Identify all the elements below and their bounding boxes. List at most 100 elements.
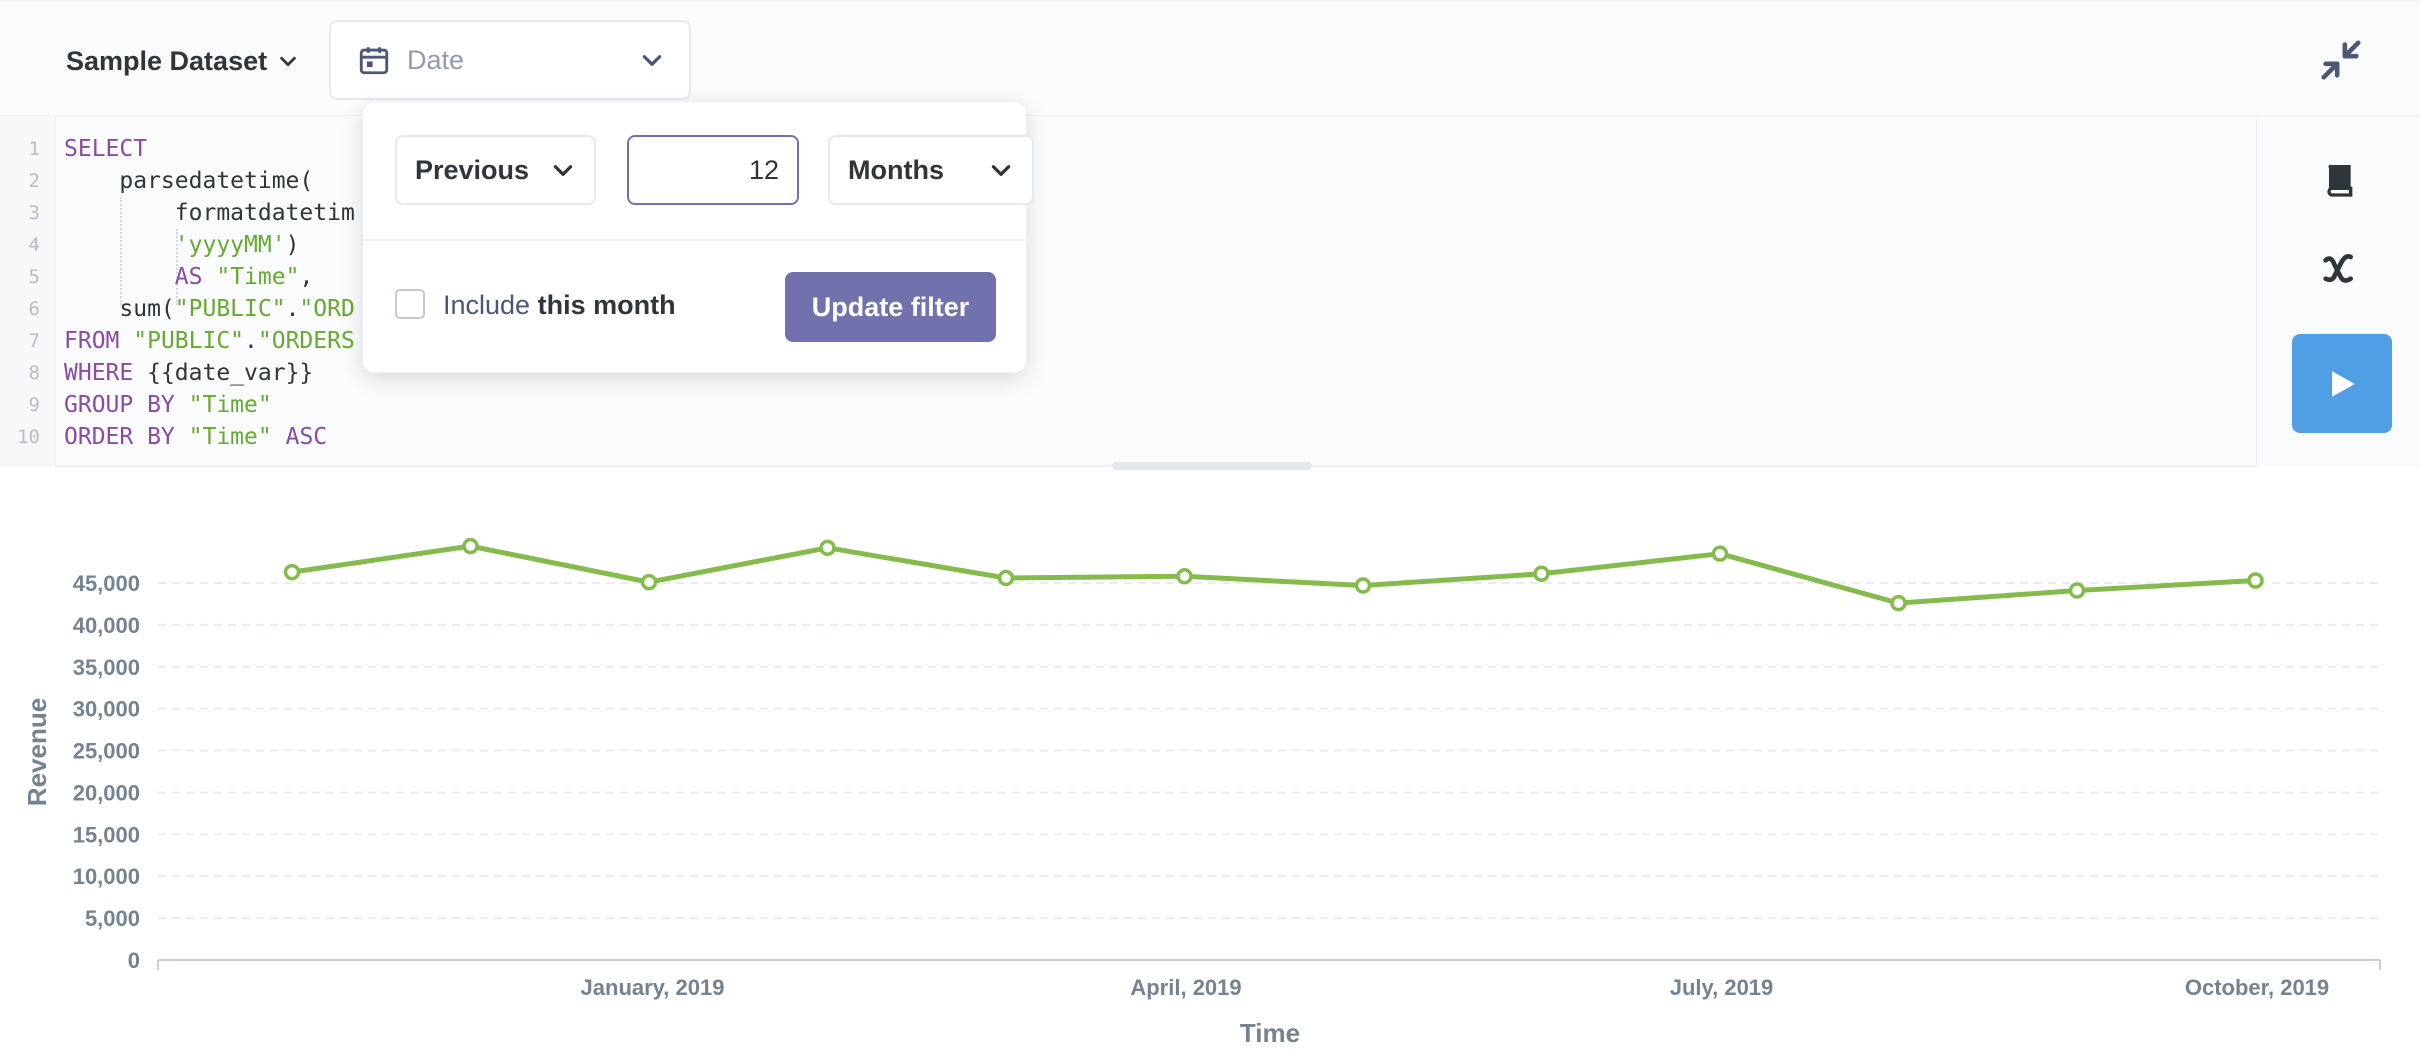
code-line: 'yyyyMM') <box>64 229 355 261</box>
code-token <box>64 264 175 290</box>
x-axis-title: Time <box>1240 1018 1300 1048</box>
code-token <box>272 424 286 450</box>
code-token <box>64 232 175 258</box>
code-token: formatdatetim <box>64 200 355 226</box>
data-point <box>2068 582 2086 599</box>
query-header: Sample Dataset Date <box>0 0 2420 116</box>
code-line: WHERE {{date_var}} <box>64 357 355 389</box>
include-bold-text: this month <box>537 290 676 320</box>
indent-guide <box>120 197 122 305</box>
line-number: 1 <box>28 138 40 160</box>
line-number: 5 <box>28 266 40 288</box>
y-tick-label: 40,000 <box>73 613 140 638</box>
date-variable-label: Date <box>407 44 465 75</box>
code-token: AS <box>174 264 203 290</box>
line-number: 2 <box>28 170 40 192</box>
date-variable-widget[interactable]: Date <box>329 20 691 100</box>
line-number: 10 <box>17 426 40 448</box>
y-axis-title: Revenue <box>22 698 52 806</box>
x-tick-label: October, 2019 <box>2185 975 2329 1000</box>
code-line: ORDER BY "Time" ASC <box>64 421 355 453</box>
code-token: "ORD <box>299 296 355 322</box>
chevron-down-icon <box>280 56 296 67</box>
collapse-icon[interactable] <box>2318 37 2364 83</box>
play-icon <box>2332 370 2355 397</box>
code-token <box>175 424 189 450</box>
unit-select-value: Months <box>848 154 944 185</box>
code-token <box>175 392 189 418</box>
code-token: . <box>285 296 300 322</box>
code-token: "Time" <box>188 392 272 418</box>
include-text: Include <box>443 290 531 320</box>
database-picker[interactable]: Sample Dataset <box>66 41 299 81</box>
code-token <box>119 328 133 354</box>
code-token: "PUBLIC" <box>174 296 286 322</box>
include-current-checkbox[interactable] <box>395 289 425 319</box>
x-tick-label: April, 2019 <box>1130 975 1241 1000</box>
chevron-down-icon <box>991 165 1011 176</box>
code-line: formatdatetim <box>64 197 355 229</box>
code-line: FROM "PUBLIC"."ORDERS <box>64 325 355 357</box>
date-filter-popover: Previous Months Include this month Updat… <box>362 101 1034 373</box>
line-number: 7 <box>28 330 40 352</box>
indent-guide <box>176 229 178 305</box>
code-token: 'yyyyMM' <box>174 232 286 258</box>
y-tick-label: 5,000 <box>85 906 140 931</box>
update-filter-button[interactable]: Update filter <box>785 272 996 342</box>
y-tick-label: 35,000 <box>73 655 140 680</box>
code-token: ) <box>285 232 300 258</box>
line-chart: 0 5,000 10,000 15,000 20,000 25,000 30,000 35,0… <box>0 470 2420 1058</box>
chevron-down-icon <box>553 165 573 176</box>
code-line: GROUP BY "Time" <box>64 389 355 421</box>
code-token: , <box>299 264 314 290</box>
code-token: ASC <box>285 424 328 450</box>
code-token: SELECT <box>64 136 148 162</box>
code-token <box>202 264 216 290</box>
code-line: SELECT <box>64 133 355 165</box>
data-point <box>1176 568 1193 585</box>
code-line: sum("PUBLIC"."ORD <box>64 293 355 325</box>
code-line: parsedatetime( <box>64 165 355 197</box>
y-tick-label: 45,000 <box>73 571 140 596</box>
code-token: "Time" <box>188 424 272 450</box>
y-tick-label: 25,000 <box>73 739 140 764</box>
editor-resize-handle[interactable] <box>1112 462 1312 470</box>
data-point <box>1354 577 1372 594</box>
series-line <box>291 543 2256 606</box>
y-tick-label: 15,000 <box>73 822 140 847</box>
editor-side-actions <box>2256 117 2420 467</box>
calendar-icon <box>359 47 389 75</box>
data-point <box>1890 594 1907 612</box>
sql-code[interactable]: SELECT parsedatetime( formatdatetim 'yyy… <box>64 133 355 453</box>
code-token: sum( <box>64 296 175 322</box>
code-token: FROM <box>64 328 120 354</box>
code-token: "PUBLIC" <box>133 328 245 354</box>
x-tick-label: July, 2019 <box>1670 975 1774 1000</box>
line-number: 4 <box>28 234 40 256</box>
run-query-button[interactable] <box>2292 334 2392 433</box>
data-point <box>997 569 1015 587</box>
line-number: 6 <box>28 298 40 320</box>
data-point <box>462 537 479 555</box>
database-picker-label: Sample Dataset <box>66 45 268 76</box>
interval-count-input[interactable] <box>627 135 799 205</box>
code-token: {{date_var}} <box>133 360 314 386</box>
variable-x-icon[interactable] <box>2319 247 2359 287</box>
code-line: AS "Time", <box>64 261 355 293</box>
code-token: ORDER BY <box>64 424 175 450</box>
code-token: "ORDERS <box>257 328 355 354</box>
data-point <box>1533 565 1550 583</box>
data-point <box>640 573 658 591</box>
direction-select-value: Previous <box>415 154 530 185</box>
code-token: . <box>244 328 258 354</box>
data-point <box>819 539 836 557</box>
include-current-label: Include this month <box>443 289 676 321</box>
unit-select[interactable]: Months <box>828 135 1034 205</box>
code-token: WHERE <box>64 360 134 386</box>
book-icon[interactable] <box>2319 160 2359 200</box>
y-tick-label: 10,000 <box>73 864 140 889</box>
y-tick-label: 0 <box>128 948 140 973</box>
direction-select[interactable]: Previous <box>395 135 596 205</box>
code-token: parsedatetime( <box>64 168 314 194</box>
chevron-down-icon <box>642 55 662 66</box>
